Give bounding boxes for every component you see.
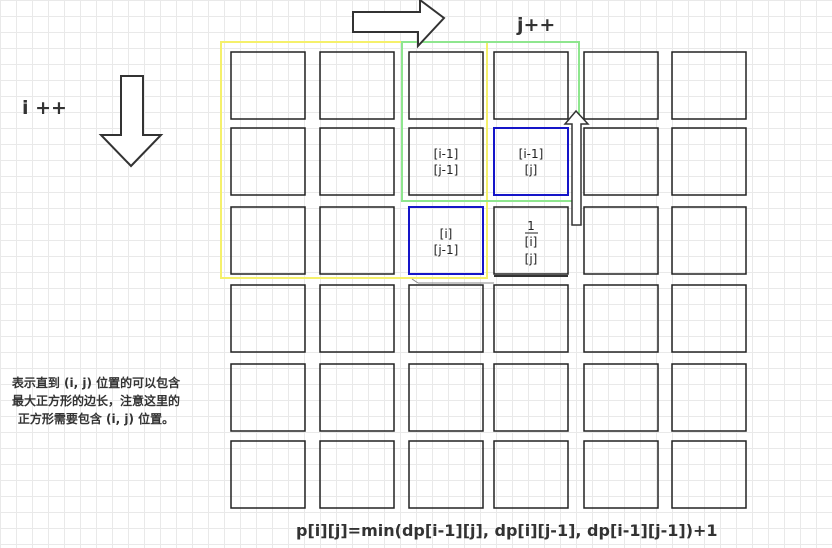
grid-cell <box>583 284 659 353</box>
grid-cell <box>671 206 747 275</box>
cell-top-left-line1: [i-1] <box>434 147 459 161</box>
cell-left-line1: [i] <box>440 227 453 241</box>
grid-cell <box>671 284 747 353</box>
up-arrow-icon <box>563 109 590 226</box>
grid-cell <box>583 206 659 275</box>
green-region <box>401 41 580 202</box>
grid-cell <box>583 51 659 120</box>
grid <box>230 51 747 509</box>
note-line-2: 最大正方形的边长，注意这里的 <box>12 393 180 408</box>
down-arrow-icon <box>98 75 164 168</box>
yellow-region <box>220 41 488 279</box>
right-arrow-icon <box>352 0 446 49</box>
grid-cell <box>493 51 569 120</box>
grid-cell <box>493 363 569 432</box>
grid-cell <box>408 127 484 196</box>
note-line-3: 正方形需要包含 (i, j) 位置。 <box>18 411 174 426</box>
cell-left-line2: [j-1] <box>434 243 459 257</box>
cell-current-line2: [i] <box>525 235 538 249</box>
grid-cell <box>671 51 747 120</box>
formula: p[i][j]=min(dp[i-1][j], dp[i][j-1], dp[i… <box>296 521 718 540</box>
grid-cell <box>230 127 306 196</box>
grid-cell <box>230 51 306 120</box>
blue-cell-top <box>493 127 569 196</box>
grid-cell <box>319 51 395 120</box>
grid-cell <box>493 127 569 196</box>
grid-cell <box>671 363 747 432</box>
cell-current-value: 1 <box>527 219 535 233</box>
grid-cell <box>230 440 306 509</box>
grid-cell <box>493 440 569 509</box>
cell-current-line3: [j] <box>525 252 538 266</box>
note-line-1: 表示直到 (i, j) 位置的可以包含 <box>11 375 181 390</box>
j-increment-label: j++ <box>516 14 555 36</box>
pointer-hook <box>411 278 419 284</box>
grid-cell <box>583 440 659 509</box>
grid-cell <box>408 363 484 432</box>
i-increment-label: i ++ <box>22 97 67 119</box>
grid-cell <box>230 206 306 275</box>
grid-cell <box>493 206 569 275</box>
grid-cell <box>493 284 569 353</box>
cell-top-line1: [i-1] <box>519 147 544 161</box>
grid-cell <box>408 51 484 120</box>
grid-cell <box>583 127 659 196</box>
grid-cell <box>319 363 395 432</box>
grid-cell <box>671 440 747 509</box>
cell-top-line2: [j] <box>525 163 538 177</box>
grid-cell <box>408 440 484 509</box>
grid-cell <box>319 284 395 353</box>
grid-cell <box>583 363 659 432</box>
grid-cell <box>230 284 306 353</box>
blue-cell-left <box>408 206 484 275</box>
grid-cell <box>230 363 306 432</box>
grid-cell <box>408 284 484 353</box>
grid-cell <box>319 206 395 275</box>
grid-cell <box>319 127 395 196</box>
grid-cell <box>319 440 395 509</box>
cell-top-left-line2: [j-1] <box>434 163 459 177</box>
grid-cell <box>671 127 747 196</box>
